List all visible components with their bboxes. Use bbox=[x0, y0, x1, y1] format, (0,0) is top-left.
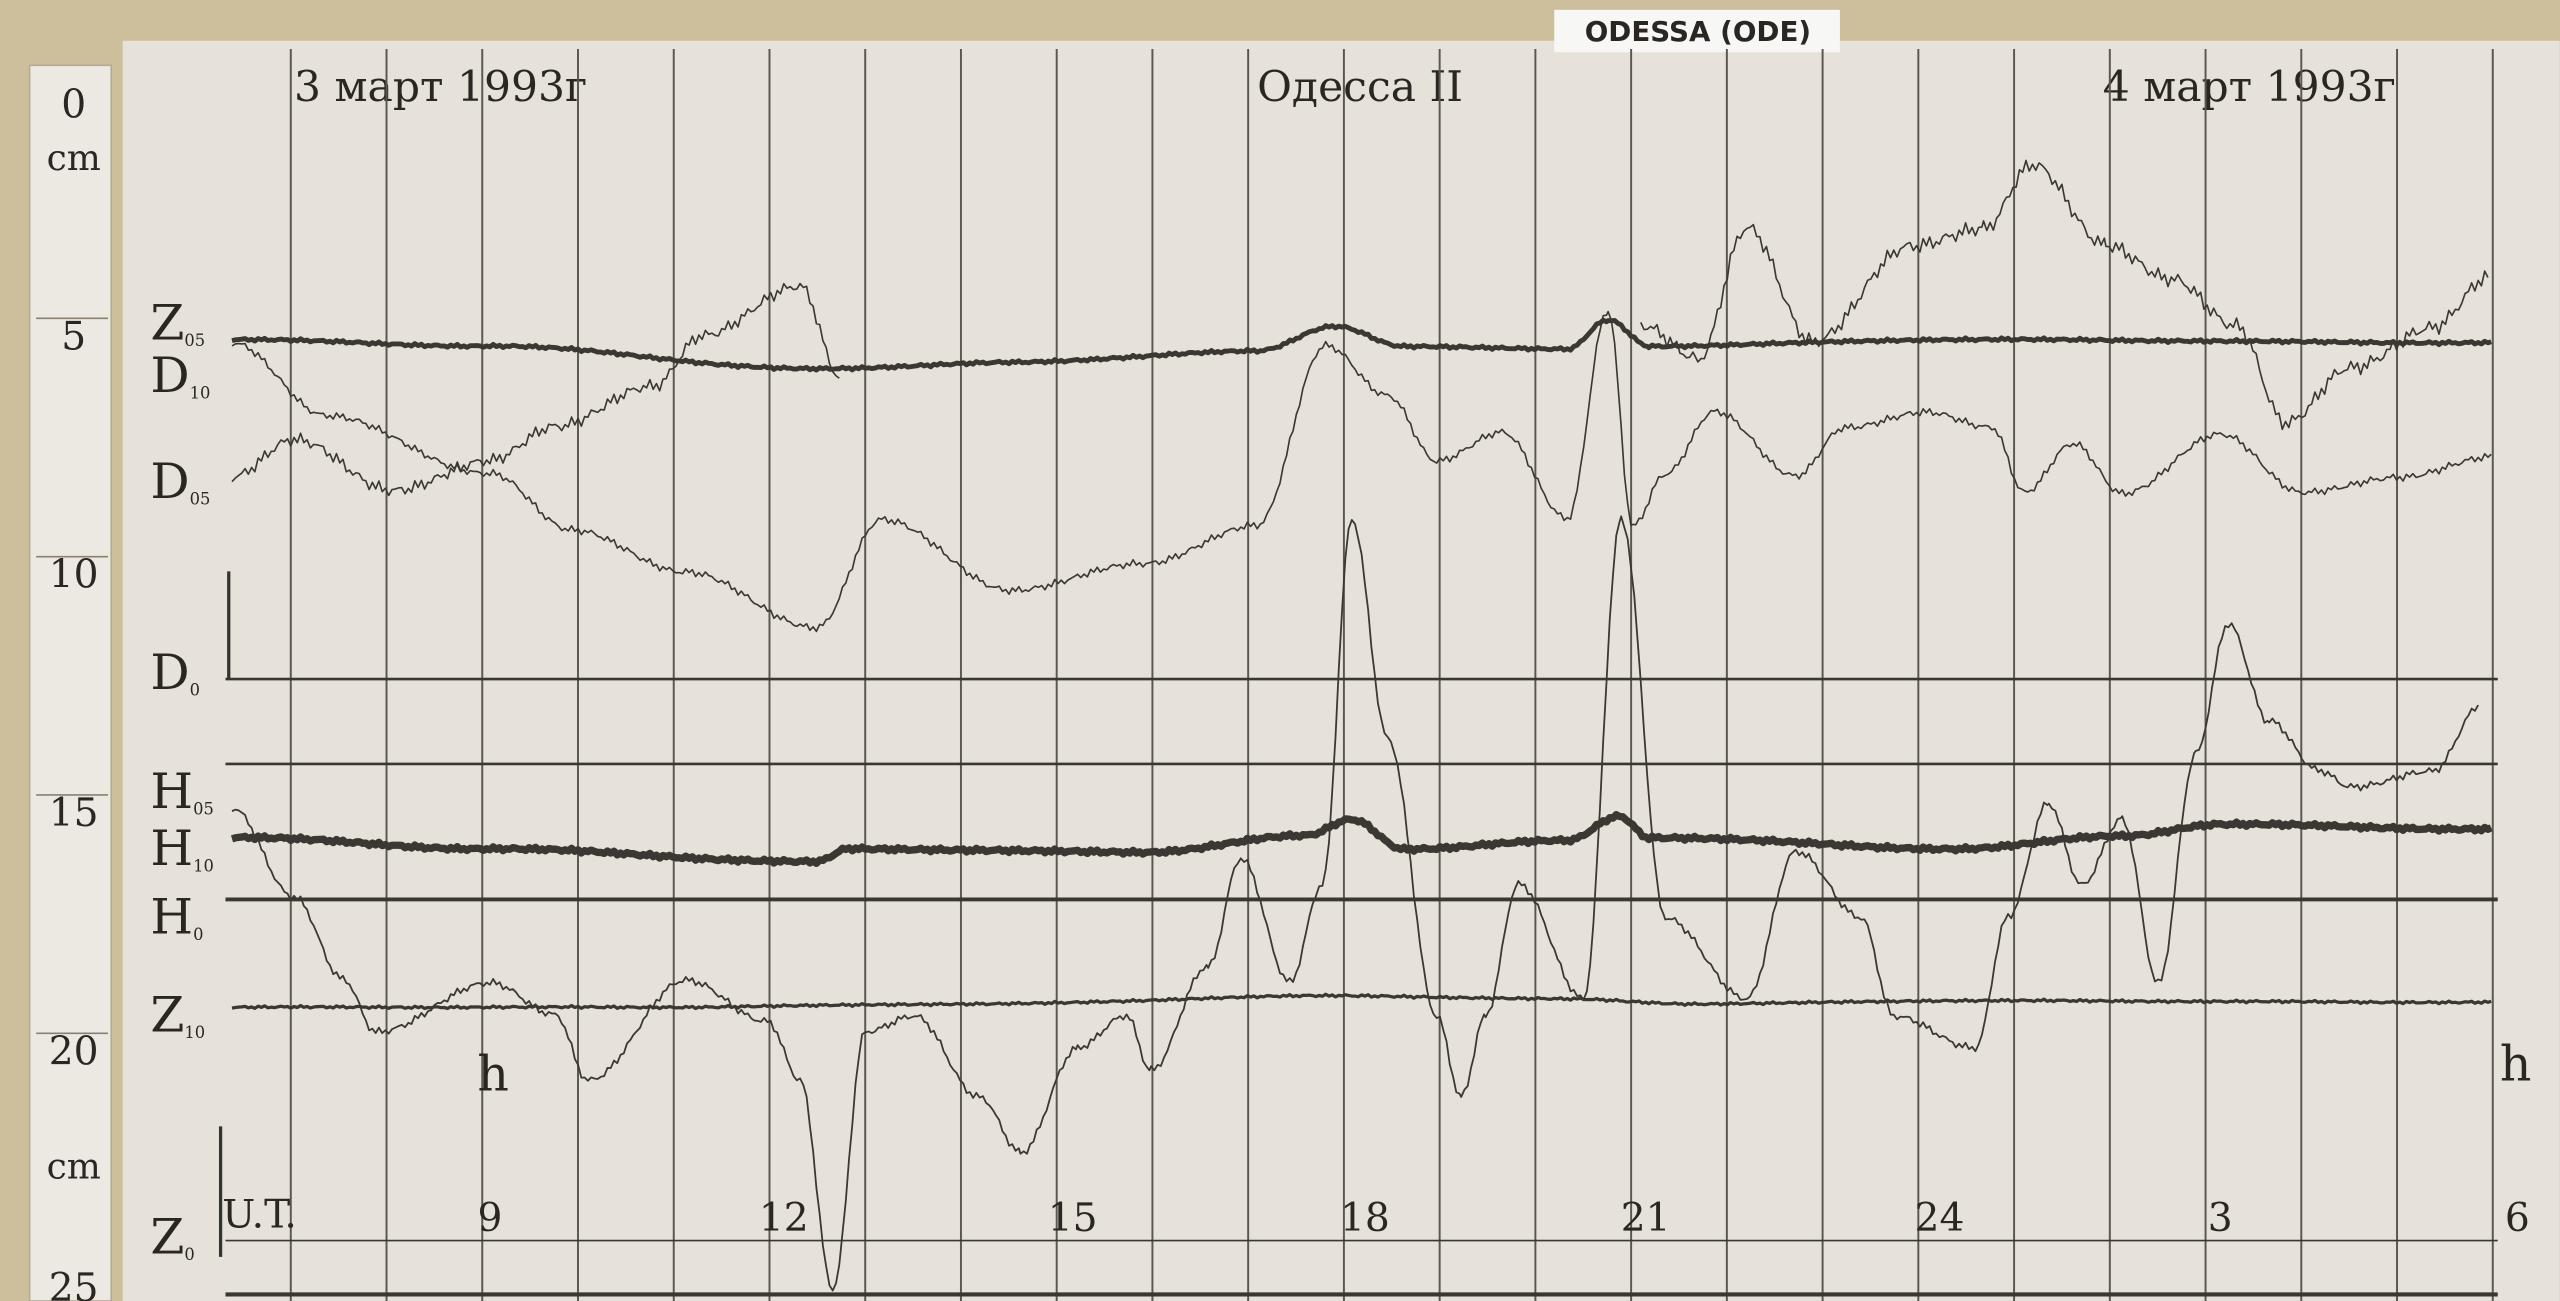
trace-letter: H bbox=[150, 763, 193, 820]
ruler-number: 10 bbox=[49, 553, 99, 598]
trace-z10 bbox=[231, 992, 2492, 1011]
trace-letter: Z bbox=[150, 295, 184, 352]
hour-label: 21 bbox=[1621, 1196, 1671, 1241]
trace-d05 bbox=[1640, 159, 2489, 431]
trace-subscript: 10 bbox=[184, 1023, 205, 1042]
trace-subscript: 05 bbox=[184, 331, 205, 350]
trace-d05 bbox=[231, 282, 840, 497]
trace-h05 bbox=[231, 515, 2479, 1292]
trace-label: Z10 bbox=[150, 987, 205, 1044]
trace-letter: Z bbox=[150, 1209, 184, 1266]
station-tag: ODESSA (ODE) bbox=[1585, 15, 1811, 48]
grid bbox=[218, 48, 2498, 1301]
trace-subscript: 05 bbox=[190, 489, 211, 508]
ruler-unit: cm bbox=[47, 1147, 101, 1188]
time-label: U.T. bbox=[222, 1193, 297, 1238]
labels: 0cm5101520cm25Z05D10D05D0H05H10H0Z10Z0U.… bbox=[36, 83, 2531, 1301]
trace-label: Z05 bbox=[150, 295, 205, 352]
hour-label: 6 bbox=[2505, 1196, 2530, 1241]
station-title: Одесса II bbox=[1257, 63, 1463, 112]
paper bbox=[122, 40, 2560, 1301]
ruler-unit: cm bbox=[47, 138, 101, 179]
trace-letter: H bbox=[150, 820, 193, 877]
hour-label: 9 bbox=[477, 1196, 502, 1241]
trace-d10 bbox=[231, 310, 2492, 633]
trace-label: H10 bbox=[150, 820, 213, 877]
ruler-number: 25 bbox=[49, 1266, 99, 1301]
ruler bbox=[28, 64, 113, 1301]
ruler-number: 0 bbox=[61, 83, 86, 128]
trace-label: H05 bbox=[150, 763, 213, 820]
trace-letter: Z bbox=[150, 987, 184, 1044]
hour-unit: h bbox=[2500, 1036, 2532, 1093]
hour-label: 3 bbox=[2208, 1196, 2233, 1241]
hour-label: 15 bbox=[1048, 1196, 1098, 1241]
hour-label: 18 bbox=[1340, 1196, 1390, 1241]
trace-letter: H bbox=[150, 889, 193, 946]
ruler-number: 5 bbox=[61, 314, 86, 359]
trace-letter: D bbox=[150, 347, 189, 404]
hour-unit: h bbox=[477, 1045, 509, 1102]
trace-subscript: 0 bbox=[190, 680, 200, 699]
trace-label: H0 bbox=[150, 889, 203, 946]
date-right: 4 март 1993г bbox=[2103, 63, 2396, 112]
trace-letter: D bbox=[150, 453, 189, 510]
tag-box bbox=[1554, 9, 1840, 53]
hour-label: 24 bbox=[1915, 1196, 1965, 1241]
trace-subscript: 0 bbox=[184, 1245, 194, 1264]
trace-subscript: 0 bbox=[193, 925, 203, 944]
trace-label: D10 bbox=[150, 347, 210, 404]
trace-z05 bbox=[231, 317, 2493, 373]
traces bbox=[230, 159, 2493, 1292]
trace-subscript: 05 bbox=[193, 800, 214, 819]
ruler-number: 20 bbox=[49, 1029, 99, 1074]
trace-subscript: 10 bbox=[193, 857, 214, 876]
trace-label: D0 bbox=[150, 644, 200, 701]
trace-h10 bbox=[230, 811, 2493, 868]
trace-letter: D bbox=[150, 644, 189, 701]
ruler-number: 15 bbox=[49, 791, 99, 836]
date-left: 3 март 1993г bbox=[294, 63, 587, 112]
trace-label: D05 bbox=[150, 453, 210, 510]
trace-subscript: 10 bbox=[190, 383, 211, 402]
hour-label: 12 bbox=[759, 1196, 809, 1241]
trace-label: Z0 bbox=[150, 1209, 194, 1266]
